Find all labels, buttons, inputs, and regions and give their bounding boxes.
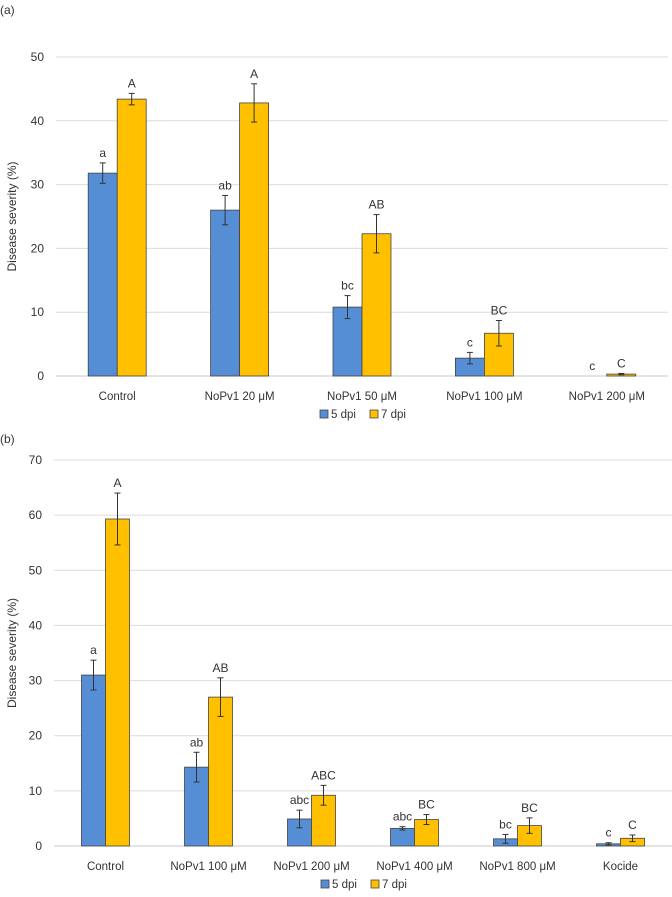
y-tick-label: 10 xyxy=(29,784,43,798)
category-label: NoPv1 50 μM xyxy=(327,391,397,403)
legend-label: 5 dpi xyxy=(332,879,357,891)
y-tick-label: 40 xyxy=(31,114,45,128)
y-tick-label: 70 xyxy=(29,453,43,467)
significance-letter: A xyxy=(128,76,136,90)
significance-letter: c xyxy=(467,335,473,349)
y-tick-label: 50 xyxy=(31,50,45,64)
bar-7-dpi xyxy=(116,98,147,377)
significance-letter: AB xyxy=(212,661,228,675)
category-label: NoPv1 800 μM xyxy=(479,861,555,873)
legend-swatch xyxy=(369,409,379,419)
significance-letter: C xyxy=(628,818,637,832)
y-tick-label: 0 xyxy=(37,369,44,383)
bar-7-dpi xyxy=(239,102,270,377)
y-tick-label: 30 xyxy=(29,674,43,688)
y-tick-label: 50 xyxy=(29,563,43,577)
category-label: NoPv1 200 μM xyxy=(569,391,645,403)
y-axis-label: Disease severity (%) xyxy=(5,598,19,708)
significance-letter: AB xyxy=(368,198,384,212)
y-tick-label: 10 xyxy=(31,305,45,319)
legend-label: 7 dpi xyxy=(382,879,407,891)
significance-letter: abc xyxy=(290,793,309,807)
significance-letter: ab xyxy=(190,735,204,749)
significance-letter: a xyxy=(99,146,106,160)
legend-swatch xyxy=(320,879,330,889)
bar-7-dpi xyxy=(361,233,392,377)
legend-label: 5 dpi xyxy=(331,409,356,421)
panel-label: (a) xyxy=(0,3,15,17)
y-axis-label: Disease severity (%) xyxy=(5,161,19,271)
significance-letter: ab xyxy=(218,178,232,192)
y-tick-label: 0 xyxy=(35,839,42,853)
significance-letter: bc xyxy=(341,279,354,293)
significance-letter: c xyxy=(589,359,595,373)
significance-letter: BC xyxy=(418,798,435,812)
bar-7-dpi xyxy=(105,518,130,847)
bar-5-dpi xyxy=(210,209,241,377)
legend-label: 7 dpi xyxy=(381,409,406,421)
bar-5-dpi xyxy=(87,172,118,377)
category-label: NoPv1 20 μM xyxy=(205,391,275,403)
significance-letter: A xyxy=(113,476,121,490)
panel-label: (b) xyxy=(0,432,15,446)
legend-swatch xyxy=(370,879,380,889)
bar-5-dpi xyxy=(81,674,106,847)
significance-letter: a xyxy=(90,643,97,657)
significance-letter: A xyxy=(250,67,258,81)
bar-5-dpi xyxy=(390,827,415,847)
significance-letter: C xyxy=(617,356,626,370)
legend-swatch xyxy=(319,409,329,419)
significance-letter: BC xyxy=(521,801,538,815)
y-tick-label: 40 xyxy=(29,618,43,632)
significance-letter: abc xyxy=(393,810,412,824)
category-label: NoPv1 100 μM xyxy=(170,861,246,873)
y-tick-label: 60 xyxy=(29,508,43,522)
significance-letter: bc xyxy=(499,817,512,831)
y-tick-label: 30 xyxy=(31,178,45,192)
category-label: Kocide xyxy=(603,861,638,873)
y-tick-label: 20 xyxy=(29,729,43,743)
category-label: Control xyxy=(99,391,136,403)
category-label: NoPv1 100 μM xyxy=(446,391,522,403)
bar-7-dpi xyxy=(208,696,233,847)
category-label: NoPv1 200 μM xyxy=(273,861,349,873)
significance-letter: ABC xyxy=(311,768,336,782)
significance-letter: c xyxy=(606,826,612,840)
significance-letter: BC xyxy=(491,303,508,317)
category-label: Control xyxy=(87,861,124,873)
category-label: NoPv1 400 μM xyxy=(376,861,452,873)
y-tick-label: 20 xyxy=(31,241,45,255)
